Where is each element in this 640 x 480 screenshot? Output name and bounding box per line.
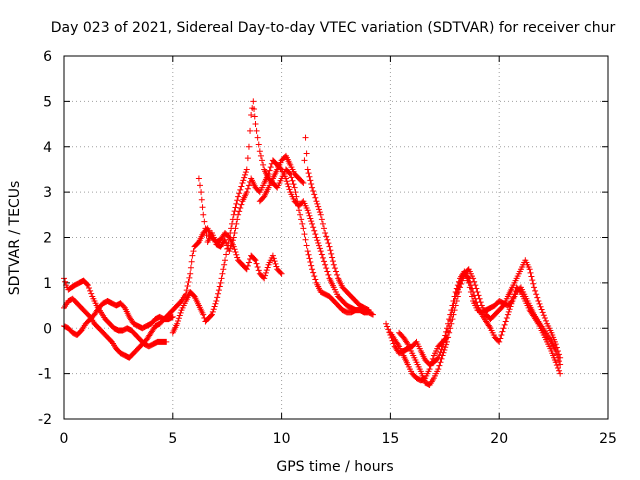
y-tick-label: 3 xyxy=(43,185,52,201)
x-tick-label: 15 xyxy=(381,431,399,447)
y-tick-label: 0 xyxy=(43,321,52,337)
series-markers xyxy=(61,275,170,350)
y-tick-label: 1 xyxy=(43,276,52,292)
series-track-1 xyxy=(61,275,170,350)
series-track-6 xyxy=(256,134,372,314)
chart-title: Day 023 of 2021, Sidereal Day-to-day VTE… xyxy=(51,20,616,36)
axes: 0 5 10 15 20 25 -2 -1 0 1 2 3 4 5 6 xyxy=(38,49,617,447)
y-tick-label: 2 xyxy=(43,231,52,247)
y-tick-label: -2 xyxy=(38,412,52,428)
series-markers xyxy=(169,98,372,336)
y-axis-label: SDTVAR / TECUs xyxy=(7,181,23,296)
x-tick-label: 25 xyxy=(599,431,617,447)
y-tick-label: -1 xyxy=(38,367,52,383)
series-track-5 xyxy=(195,157,376,318)
series-track-4 xyxy=(169,98,372,336)
x-tick-label: 0 xyxy=(60,431,69,447)
series-markers xyxy=(256,134,372,314)
data-points xyxy=(61,98,564,388)
x-axis-label: GPS time / hours xyxy=(276,459,393,475)
x-tick-label: 20 xyxy=(490,431,508,447)
plot-frame xyxy=(63,55,609,420)
series-markers xyxy=(396,270,564,388)
grid-lines xyxy=(64,56,608,419)
y-tick-label: 4 xyxy=(43,140,52,156)
series-track-9 xyxy=(396,270,564,388)
y-tick-label: 6 xyxy=(43,49,52,65)
x-tick-label: 5 xyxy=(168,431,177,447)
y-tick-label: 5 xyxy=(43,94,52,110)
x-tick-label: 10 xyxy=(273,431,291,447)
series-markers xyxy=(195,157,376,318)
